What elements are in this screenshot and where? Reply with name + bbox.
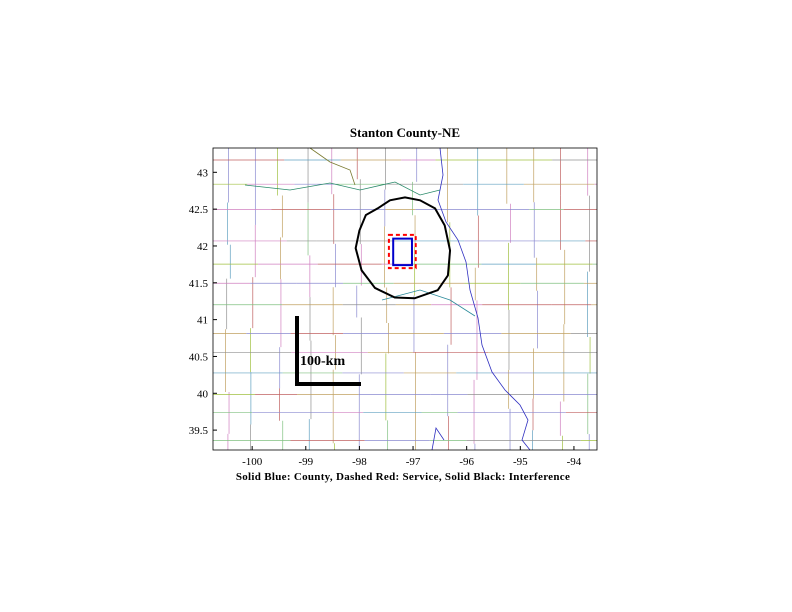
scale-label: 100-km	[300, 354, 345, 369]
x-tick-label: -95	[513, 456, 528, 468]
y-tick-label: 43	[197, 167, 209, 179]
river	[244, 181, 441, 196]
river	[431, 426, 445, 451]
boundary	[387, 233, 417, 270]
chart-title: Stanton County-NE	[350, 125, 460, 140]
river	[381, 289, 476, 317]
river	[309, 147, 356, 186]
x-tick-label: -96	[459, 456, 474, 468]
y-tick-label: 40.5	[189, 351, 209, 363]
boundary	[392, 237, 413, 267]
x-tick-label: -100	[242, 456, 263, 468]
scale-bar	[295, 316, 361, 386]
river	[437, 147, 531, 451]
x-tick-label: -99	[298, 456, 313, 468]
x-axis-label: Solid Blue: County, Dashed Red: Service,…	[236, 471, 570, 483]
county-boundaries	[213, 148, 597, 450]
y-tick-label: 42	[197, 241, 208, 253]
y-tick-label: 39.5	[189, 425, 209, 437]
y-tick-label: 40	[197, 388, 209, 400]
y-tick-label: 41	[197, 315, 208, 327]
x-tick-label: -94	[567, 456, 582, 468]
boundary	[354, 196, 452, 300]
y-tick-label: 41.5	[189, 278, 209, 290]
x-tick-label: -98	[352, 456, 367, 468]
plot-frame	[212, 147, 598, 451]
x-tick-label: -97	[406, 456, 421, 468]
y-tick-label: 42.5	[189, 204, 209, 216]
